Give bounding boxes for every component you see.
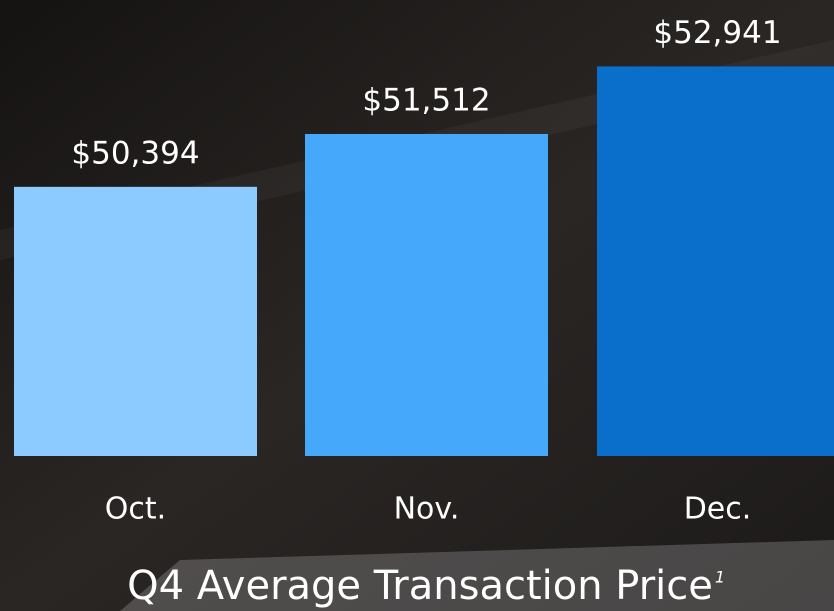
value-label: $52,941 xyxy=(653,15,781,51)
title-footnote: 1 xyxy=(715,568,725,587)
bar xyxy=(305,133,548,456)
x-tick-label: Dec. xyxy=(684,492,752,527)
x-tick-label: Nov. xyxy=(394,492,460,527)
bar xyxy=(597,66,834,457)
background-floor xyxy=(120,540,834,611)
x-tick-label: Oct. xyxy=(105,492,166,527)
value-label: $51,512 xyxy=(362,82,490,118)
bar xyxy=(14,186,257,456)
value-label: $50,394 xyxy=(71,135,199,171)
chart-title: Q4 Average Transaction Price xyxy=(127,563,713,609)
